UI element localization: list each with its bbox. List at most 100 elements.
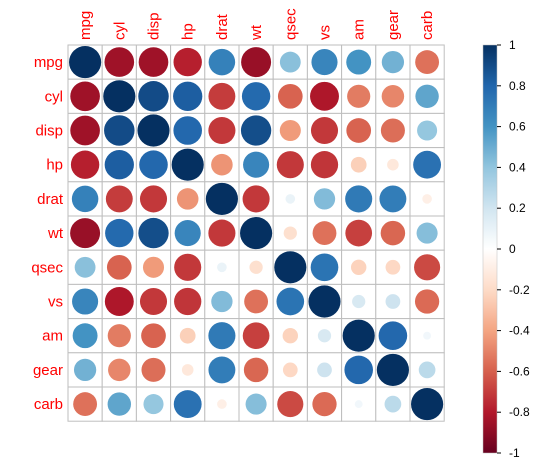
corr-circle-qsec-gear [385, 259, 401, 275]
corr-circle-gear-drat [208, 356, 236, 384]
corr-circle-qsec-vs [310, 253, 339, 282]
corr-circle-drat-disp [139, 185, 168, 213]
corr-circle-mpg-am [346, 49, 372, 75]
corr-circle-disp-hp [173, 116, 202, 145]
corr-circle-qsec-wt [249, 260, 263, 274]
row-label-am: am [42, 328, 63, 345]
colorbar-tick-label: 0.2 [509, 201, 526, 215]
corr-circle-mpg-vs [311, 49, 338, 76]
row-label-cyl: cyl [45, 88, 63, 105]
corr-circle-disp-carb [417, 120, 438, 141]
colorbar-tick-label: -0.4 [509, 324, 530, 338]
corr-circle-qsec-qsec [274, 251, 307, 284]
corr-circle-gear-hp [181, 364, 194, 376]
colorbar-tick-label: 1 [509, 38, 516, 52]
col-label-carb: carb [419, 11, 436, 40]
corr-circle-am-cyl [107, 324, 131, 348]
corr-circle-carb-vs [312, 391, 337, 417]
colorbar [482, 44, 498, 454]
colorbar-tick-label: 0.6 [509, 120, 526, 134]
corr-circle-qsec-disp [142, 256, 165, 278]
corr-circle-carb-wt [245, 393, 267, 415]
corr-circle-mpg-cyl [104, 47, 135, 77]
corr-circle-cyl-vs [310, 81, 339, 111]
corr-circle-wt-disp [138, 217, 169, 249]
corr-circle-disp-vs [310, 116, 339, 145]
row-label-carb: carb [34, 396, 63, 413]
corr-circle-carb-disp [143, 394, 164, 415]
corr-circle-disp-gear [380, 118, 405, 143]
corr-circle-hp-gear [387, 158, 399, 171]
corr-circle-hp-cyl [104, 150, 134, 180]
corr-circle-vs-mpg [72, 288, 99, 315]
colorbar-tick-label: 0 [509, 242, 516, 256]
corr-circle-am-wt [242, 322, 270, 350]
corr-circle-wt-vs [312, 221, 337, 246]
row-label-qsec: qsec [31, 259, 63, 276]
row-label-wt: wt [47, 225, 64, 242]
colorbar-tick-label: 0.8 [509, 79, 526, 93]
corr-circle-drat-qsec [285, 194, 296, 204]
corr-circle-mpg-carb [415, 50, 440, 75]
col-label-mpg: mpg [77, 11, 94, 40]
colorbar-tick-label: -0.8 [509, 405, 530, 419]
corr-circle-carb-gear [384, 395, 402, 413]
colorbar-tick-label: 0.4 [509, 160, 526, 174]
corr-circle-hp-qsec [276, 151, 304, 179]
corr-circle-vs-hp [174, 287, 202, 316]
corr-circle-hp-carb [413, 150, 442, 179]
col-label-gear: gear [385, 10, 402, 40]
col-label-am: am [351, 19, 368, 40]
corr-circle-drat-carb [422, 194, 432, 204]
corr-circle-drat-vs [313, 188, 336, 210]
corr-circle-qsec-am [350, 259, 367, 276]
corr-circle-gear-disp [141, 357, 166, 382]
corr-circle-wt-wt [240, 217, 273, 250]
left-labels: mpg cyl disp hp drat wt qsec vs am gear carb [31, 54, 64, 413]
corr-circle-vs-qsec [276, 287, 305, 316]
corr-circle-cyl-carb [415, 84, 439, 109]
col-label-drat: drat [214, 13, 231, 40]
corr-circle-gear-carb [418, 361, 436, 379]
corr-circle-drat-am [345, 185, 373, 213]
corr-circle-hp-disp [139, 150, 168, 179]
corr-circle-drat-gear [379, 185, 407, 213]
corr-circle-cyl-cyl [103, 80, 136, 113]
corr-circle-disp-wt [240, 115, 272, 146]
colorbar-tick-label: -0.2 [509, 283, 530, 297]
corr-circle-gear-mpg [73, 358, 97, 382]
corr-circle-mpg-hp [173, 47, 202, 77]
corr-circle-mpg-gear [381, 50, 405, 74]
corr-circle-carb-hp [173, 390, 202, 419]
corr-circle-wt-mpg [70, 218, 101, 249]
corr-circle-hp-hp [171, 148, 204, 181]
corr-circle-am-qsec [282, 327, 299, 344]
col-label-disp: disp [146, 12, 163, 40]
corr-circle-gear-gear [376, 353, 409, 386]
corr-circle-gear-am [344, 355, 373, 385]
corr-circle-hp-vs [310, 151, 339, 179]
corr-circle-drat-cyl [105, 185, 133, 213]
col-label-cyl: cyl [111, 22, 128, 40]
corr-circle-wt-hp [174, 220, 201, 247]
corr-circle-carb-qsec [277, 391, 304, 418]
row-label-vs: vs [48, 294, 63, 311]
corr-circle-carb-am [354, 400, 363, 409]
corr-circle-qsec-drat [217, 262, 227, 273]
corr-circle-gear-wt [243, 357, 269, 383]
colorbar-gradient [482, 44, 498, 454]
corr-circle-wt-gear [380, 220, 406, 246]
corr-circle-am-mpg [72, 323, 98, 349]
corr-circle-drat-wt [242, 185, 270, 213]
corr-circle-wt-drat [208, 219, 236, 247]
corr-circle-vs-cyl [104, 287, 134, 316]
corr-circle-cyl-disp [138, 81, 169, 112]
corr-circle-disp-qsec [279, 119, 301, 142]
corr-circle-hp-am [350, 156, 367, 173]
corr-circle-drat-hp [176, 188, 199, 210]
corr-circle-am-disp [141, 323, 166, 349]
corr-circle-disp-disp [137, 114, 170, 147]
corr-circle-cyl-drat [208, 82, 236, 110]
corr-circle-hp-mpg [70, 150, 100, 179]
corr-circle-qsec-cyl [106, 254, 132, 280]
